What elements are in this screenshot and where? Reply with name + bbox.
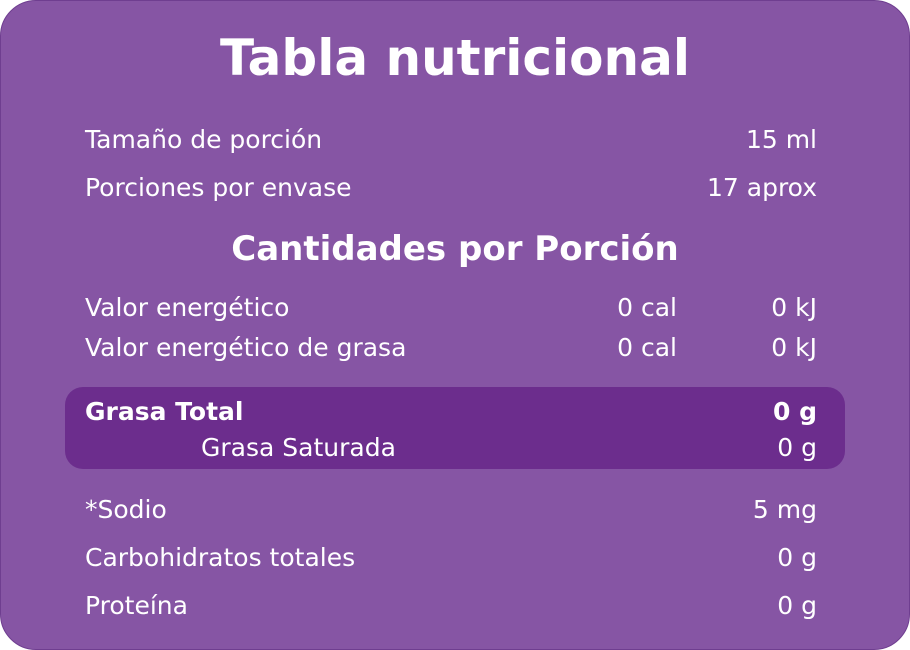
row-value: 5 mg: [752, 495, 817, 524]
row-value: 0 g: [777, 433, 817, 462]
row-value: 0 cal: [617, 333, 677, 362]
row-value: 0 kJ: [771, 333, 817, 362]
row-label: Proteína: [85, 591, 188, 620]
section-title: Cantidades por Porción: [231, 229, 679, 269]
row-label: Carbohidratos totales: [85, 543, 356, 572]
row-value: 0 g: [773, 397, 817, 426]
row-label: Grasa Total: [85, 397, 244, 426]
row-value: 15 ml: [745, 125, 817, 154]
row-label: Porciones por envase: [85, 173, 352, 202]
row-value: 17 aprox: [707, 173, 817, 202]
row-label: Tamaño de porción: [85, 125, 323, 154]
row-label: Valor energético: [85, 293, 290, 322]
row-label: Grasa Saturada: [201, 433, 396, 462]
row-value: 0 cal: [617, 293, 677, 322]
row-label: Valor energético de grasa: [85, 333, 407, 362]
row-value: 0 g: [777, 543, 817, 572]
row-value: 0 g: [777, 591, 817, 620]
row-label: *Sodio: [85, 495, 167, 524]
highlight-band: [65, 387, 845, 469]
title: Tabla nutricional: [220, 29, 690, 87]
row-value: 0 kJ: [771, 293, 817, 322]
